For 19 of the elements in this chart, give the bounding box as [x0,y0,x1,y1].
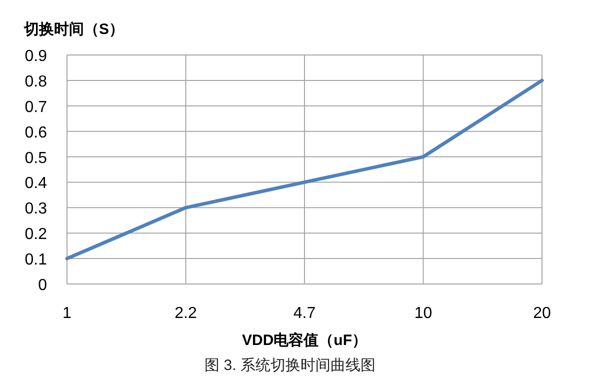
y-tick-label: 0.4 [24,175,48,192]
line-series [65,78,544,260]
y-tick-label: 0.7 [24,98,48,116]
y-tick-label: 0.9 [24,48,48,65]
x-tick-label: 4.7 [293,305,316,322]
y-axis-title: 切换时间（S） [23,21,124,38]
y-tick-label: 0.8 [24,73,48,90]
x-tick-label: 10 [414,305,432,322]
y-tick-label: 0.3 [24,200,48,218]
x-axis-title: VDD电容值（uF） [242,331,367,349]
y-tick-label: 0.2 [24,226,48,244]
x-tick-label: 20 [533,305,551,322]
caption: 图 3. 系统切换时间曲线图 [204,357,376,374]
y-tick-label: 0.6 [24,124,48,142]
y-tick-label: 0 [38,277,48,294]
x-tick-label: 2.2 [174,305,197,322]
y-tick-label: 0.5 [24,150,48,167]
y-tick-label: 0.1 [24,252,48,269]
x-tick-label: 1 [62,305,72,322]
